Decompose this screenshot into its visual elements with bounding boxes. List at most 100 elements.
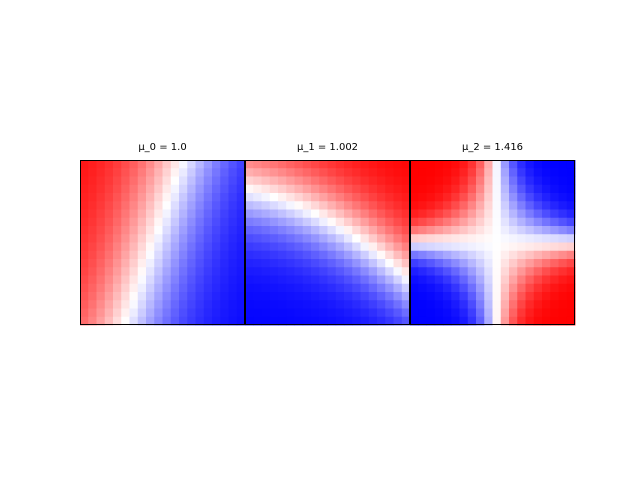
heatmap-cell <box>203 184 213 194</box>
heatmap-cell <box>294 193 304 202</box>
heatmap-cell <box>410 217 419 227</box>
heatmap-cell <box>269 267 279 276</box>
heatmap-cell <box>278 316 287 326</box>
heatmap-cell <box>344 316 353 326</box>
heatmap-cell <box>302 242 312 252</box>
heatmap-cell <box>294 259 304 268</box>
heatmap-cell <box>245 209 254 219</box>
heatmap-cell <box>385 300 394 309</box>
heatmap-cell <box>344 168 353 177</box>
heatmap-cell <box>137 316 147 326</box>
heatmap-cell <box>302 283 312 293</box>
heatmap-cell <box>104 201 114 210</box>
heatmap-cell <box>434 267 444 276</box>
heatmap-cell <box>311 259 320 268</box>
heatmap-cell <box>129 160 139 169</box>
heatmap-cell <box>385 193 394 202</box>
heatmap-cell <box>286 201 295 210</box>
heatmap-cell <box>170 267 180 276</box>
heatmap-cell <box>558 168 568 177</box>
heatmap-cell <box>220 267 229 276</box>
heatmap-cell <box>459 184 469 194</box>
heatmap-cell <box>352 292 361 301</box>
heatmap-cell <box>302 275 312 285</box>
heatmap-cell <box>170 160 180 169</box>
heatmap-cell <box>525 267 535 276</box>
heatmap-cell <box>401 168 411 177</box>
heatmap-cell <box>360 267 370 276</box>
heatmap-cell <box>459 193 469 202</box>
heatmap-cell <box>286 184 295 194</box>
heatmap-cell <box>187 242 196 252</box>
heatmap-cell <box>80 308 89 318</box>
heatmap-cell <box>195 275 205 285</box>
heatmap-cell <box>245 160 254 169</box>
heatmap-cell <box>533 300 543 309</box>
heatmap-cell <box>286 217 295 227</box>
heatmap-cell <box>426 259 436 268</box>
heatmap-cell <box>393 275 403 285</box>
heatmap-cell <box>261 275 271 285</box>
heatmap-cell <box>195 308 205 318</box>
heatmap-cell <box>88 193 97 202</box>
heatmap-cell <box>418 234 427 243</box>
heatmap-cell <box>286 267 295 276</box>
heatmap-cell <box>294 201 304 210</box>
heatmap-cell <box>566 250 576 260</box>
heatmap-cell <box>418 259 427 268</box>
heatmap-cell <box>410 168 419 177</box>
heatmap-cell <box>319 292 328 301</box>
heatmap-cell <box>368 184 378 194</box>
heatmap-cell <box>525 168 535 177</box>
heatmap-cell <box>327 160 337 169</box>
heatmap-cell <box>220 201 229 210</box>
heatmap-cell <box>401 176 411 186</box>
heatmap-cell <box>327 250 337 260</box>
heatmap-cell <box>385 217 394 227</box>
heatmap-cell <box>162 168 172 177</box>
heatmap-cell <box>195 234 205 243</box>
heatmap-cell <box>327 308 337 318</box>
heatmap-cell <box>377 176 386 186</box>
heatmap-cell <box>294 168 304 177</box>
heatmap-cell <box>377 275 386 285</box>
heatmap-cell <box>121 201 130 210</box>
heatmap-cell <box>418 168 427 177</box>
heatmap-cell <box>179 201 188 210</box>
heatmap-cell <box>88 316 97 326</box>
heatmap-cell <box>410 242 419 252</box>
heatmap-cell <box>278 259 287 268</box>
heatmap-cell <box>492 217 502 227</box>
heatmap-cell <box>311 226 320 235</box>
heatmap-cell <box>484 316 493 326</box>
heatmap-cell <box>467 209 477 219</box>
heatmap-cell <box>162 184 172 194</box>
heatmap-cell <box>443 226 452 235</box>
heatmap-cell <box>253 160 262 169</box>
heatmap-cell <box>360 242 370 252</box>
heatmap-cell <box>451 275 460 285</box>
heatmap-cell <box>195 226 205 235</box>
heatmap-cell <box>137 242 147 252</box>
heatmap-cell <box>146 275 155 285</box>
heatmap-cell <box>542 308 551 318</box>
heatmap-cell <box>451 283 460 293</box>
heatmap-cell <box>434 201 444 210</box>
heatmap-cell <box>269 242 279 252</box>
heatmap-cell <box>137 275 147 285</box>
heatmap-cell <box>170 242 180 252</box>
heatmap-cell <box>253 283 262 293</box>
heatmap-cell <box>335 201 345 210</box>
heatmap-cell <box>129 267 139 276</box>
heatmap-cell <box>96 184 106 194</box>
heatmap-cell <box>434 209 444 219</box>
heatmap-cell <box>113 160 122 169</box>
heatmap-cell <box>278 168 287 177</box>
heatmap-cell <box>319 267 328 276</box>
heatmap-cell <box>377 242 386 252</box>
heatmap-cell <box>104 184 114 194</box>
heatmap-cell <box>113 176 122 186</box>
heatmap-cell <box>195 267 205 276</box>
heatmap-cell <box>311 242 320 252</box>
heatmap-cell <box>459 275 469 285</box>
